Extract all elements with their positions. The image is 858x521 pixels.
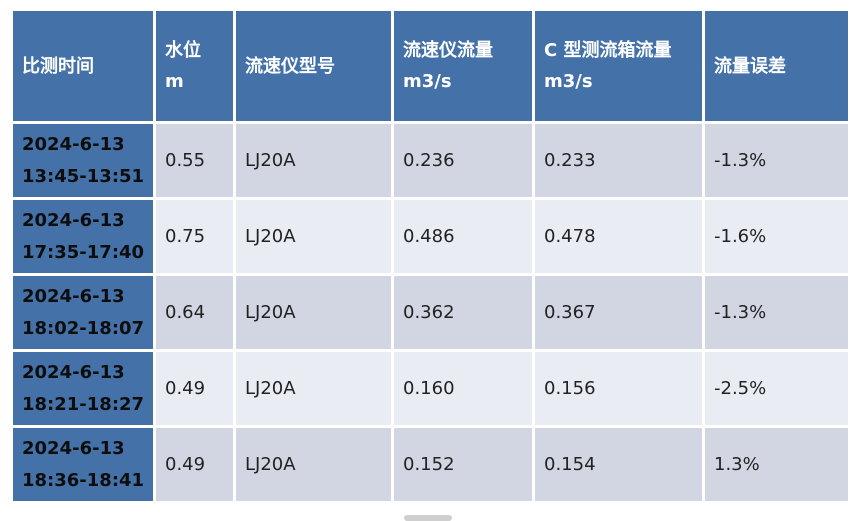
cell-meter-flow: 0.160 — [391, 349, 535, 428]
cell-time: 2024-6-13 17:35-17:40 — [10, 197, 156, 276]
cell-flow-error: -2.5% — [702, 349, 851, 428]
cell-date: 2024-6-13 — [22, 133, 125, 155]
cell-date: 2024-6-13 — [22, 285, 125, 307]
cell-time-range: 18:02-18:07 — [22, 317, 145, 339]
comparison-table-container: 比测时间 水位 m 流速仪型号 流速仪流量 m3/s C 型测流箱流量 m3/s — [10, 8, 851, 504]
table-row: 2024-6-13 17:35-17:40 0.75 LJ20A 0.486 0… — [10, 197, 851, 276]
table-row: 2024-6-13 18:36-18:41 0.49 LJ20A 0.152 0… — [10, 425, 851, 504]
cell-time: 2024-6-13 18:02-18:07 — [10, 273, 156, 352]
header-time-label: 比测时间 — [22, 55, 94, 77]
table-header: 比测时间 水位 m 流速仪型号 流速仪流量 m3/s C 型测流箱流量 m3/s — [10, 8, 851, 124]
cell-time-range: 13:45-13:51 — [22, 165, 145, 187]
scroll-handle[interactable] — [404, 515, 452, 521]
cell-flow-error: -1.3% — [702, 121, 851, 200]
header-water-level-label: 水位 — [165, 40, 201, 61]
cell-date: 2024-6-13 — [22, 437, 125, 459]
cell-flow-error: 1.3% — [702, 425, 851, 504]
cell-time: 2024-6-13 13:45-13:51 — [10, 121, 156, 200]
cell-meter-model: LJ20A — [233, 121, 394, 200]
cell-flow-error: -1.6% — [702, 197, 851, 276]
cell-time-range: 18:36-18:41 — [22, 469, 145, 491]
table-body: 2024-6-13 13:45-13:51 0.55 LJ20A 0.236 0… — [10, 121, 851, 504]
cell-box-flow: 0.156 — [532, 349, 705, 428]
header-flow-error-label: 流量误差 — [714, 55, 786, 77]
cell-date: 2024-6-13 — [22, 361, 125, 383]
header-meter-flow: 流速仪流量 m3/s — [391, 8, 535, 124]
cell-time: 2024-6-13 18:36-18:41 — [10, 425, 156, 504]
cell-water-level: 0.55 — [153, 121, 236, 200]
cell-water-level: 0.49 — [153, 349, 236, 428]
cell-date: 2024-6-13 — [22, 209, 125, 231]
header-row: 比测时间 水位 m 流速仪型号 流速仪流量 m3/s C 型测流箱流量 m3/s — [10, 8, 851, 124]
flow-comparison-table: 比测时间 水位 m 流速仪型号 流速仪流量 m3/s C 型测流箱流量 m3/s — [10, 8, 851, 504]
header-box-flow: C 型测流箱流量 m3/s — [532, 8, 705, 124]
header-flow-error: 流量误差 — [702, 8, 851, 124]
cell-meter-flow: 0.362 — [391, 273, 535, 352]
cell-meter-model: LJ20A — [233, 273, 394, 352]
header-water-level: 水位 m — [153, 8, 236, 124]
table-row: 2024-6-13 13:45-13:51 0.55 LJ20A 0.236 0… — [10, 121, 851, 200]
header-time: 比测时间 — [10, 8, 156, 124]
cell-box-flow: 0.233 — [532, 121, 705, 200]
header-meter-flow-label: 流速仪流量 — [403, 40, 493, 61]
cell-box-flow: 0.367 — [532, 273, 705, 352]
cell-meter-flow: 0.152 — [391, 425, 535, 504]
cell-meter-flow: 0.236 — [391, 121, 535, 200]
header-box-flow-unit: m3/s — [544, 71, 593, 92]
table-row: 2024-6-13 18:02-18:07 0.64 LJ20A 0.362 0… — [10, 273, 851, 352]
cell-water-level: 0.64 — [153, 273, 236, 352]
cell-meter-model: LJ20A — [233, 425, 394, 504]
cell-flow-error: -1.3% — [702, 273, 851, 352]
cell-box-flow: 0.478 — [532, 197, 705, 276]
header-water-level-unit: m — [165, 71, 184, 92]
header-box-flow-label: C 型测流箱流量 — [544, 40, 672, 61]
header-meter-flow-unit: m3/s — [403, 71, 452, 92]
header-meter-model: 流速仪型号 — [233, 8, 394, 124]
cell-meter-flow: 0.486 — [391, 197, 535, 276]
cell-meter-model: LJ20A — [233, 349, 394, 428]
header-meter-model-label: 流速仪型号 — [245, 55, 335, 77]
cell-time: 2024-6-13 18:21-18:27 — [10, 349, 156, 428]
cell-meter-model: LJ20A — [233, 197, 394, 276]
cell-box-flow: 0.154 — [532, 425, 705, 504]
cell-water-level: 0.75 — [153, 197, 236, 276]
cell-time-range: 18:21-18:27 — [22, 393, 145, 415]
table-row: 2024-6-13 18:21-18:27 0.49 LJ20A 0.160 0… — [10, 349, 851, 428]
cell-time-range: 17:35-17:40 — [22, 241, 145, 263]
cell-water-level: 0.49 — [153, 425, 236, 504]
